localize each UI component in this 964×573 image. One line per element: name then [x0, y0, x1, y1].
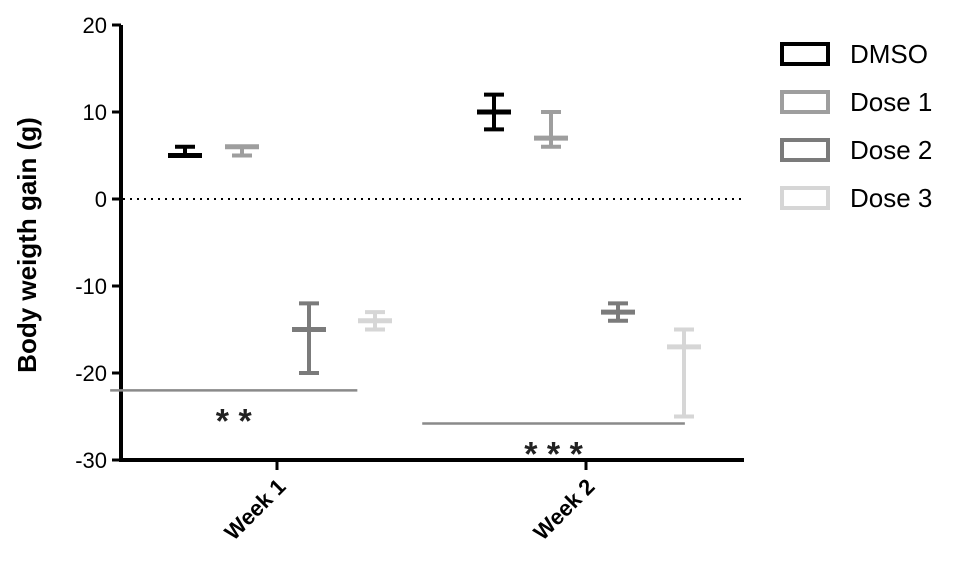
legend-label: Dose 2 [850, 135, 932, 165]
legend-label: DMSO [850, 39, 928, 69]
legend-swatch [780, 90, 830, 114]
y-tick-label: -20 [75, 361, 107, 386]
x-tick-label: Week 2 [529, 474, 600, 545]
y-axis-ticks: 20 10 0 -10 -20 -30 [75, 13, 121, 473]
significance-stars: * * [216, 402, 253, 440]
data-points [168, 92, 701, 419]
significance-annotations: * * * * * [110, 389, 685, 473]
legend: DMSO Dose 1 Dose 2 Dose 3 [780, 39, 932, 213]
legend-label: Dose 3 [850, 183, 932, 213]
legend-swatch [780, 138, 830, 162]
significance-stars: * * * [524, 435, 583, 473]
y-tick-label: 0 [95, 187, 107, 212]
legend-label: Dose 1 [850, 87, 932, 117]
legend-swatch [780, 186, 830, 210]
y-tick-label: 10 [83, 100, 107, 125]
x-tick-label: Week 1 [220, 474, 291, 545]
y-tick-label: -30 [75, 448, 107, 473]
y-tick-label: -10 [75, 274, 107, 299]
y-tick-label: 20 [83, 13, 107, 38]
y-axis-title: Body weigth gain (g) [12, 117, 42, 373]
legend-swatch [780, 42, 830, 66]
